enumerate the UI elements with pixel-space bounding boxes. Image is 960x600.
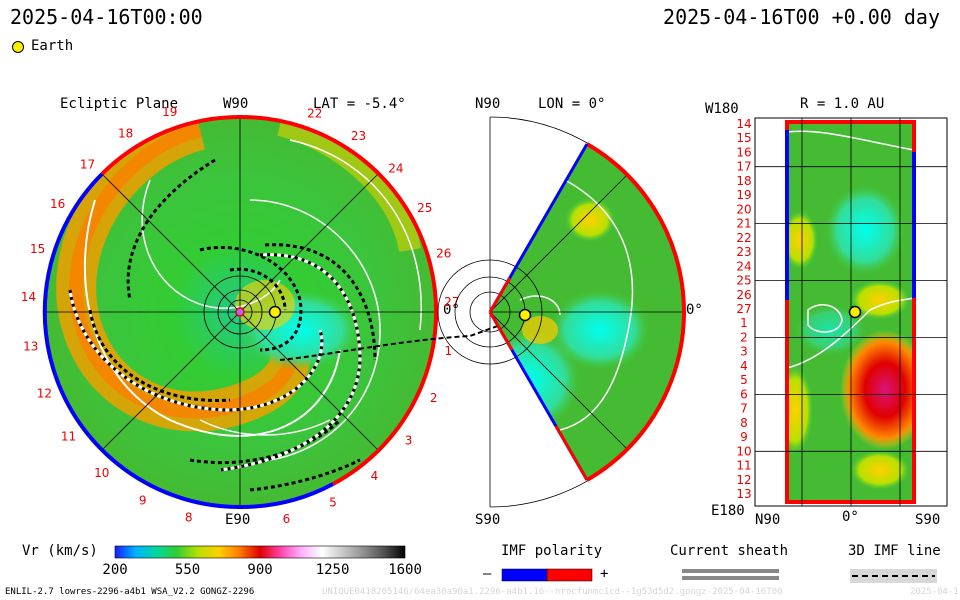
clock-label: 26 <box>436 247 451 261</box>
radial-row-label: 22 <box>736 231 751 245</box>
radial-row-label: 18 <box>736 174 751 188</box>
clock-label: 4 <box>371 469 379 483</box>
clock-label: 6 <box>283 512 291 526</box>
clock-label: 15 <box>30 242 45 256</box>
radial-row-label: 3 <box>740 345 748 359</box>
clock-label: 16 <box>50 197 65 211</box>
right-timestamp: 2025-04-16T00 +0.00 day <box>663 5 940 29</box>
clock-label: 27 <box>444 295 459 309</box>
imf-line-swatch <box>850 569 937 583</box>
radial-row-label: 10 <box>736 444 751 458</box>
left-timestamp: 2025-04-16T00:00 <box>10 5 203 29</box>
radial-map <box>754 117 948 507</box>
radial-row-label: 9 <box>740 430 748 444</box>
colorbar-tick-label: 1250 <box>315 562 350 578</box>
radial-row-label: 14 <box>736 117 751 131</box>
radial-r-label: R = 1.0 AU <box>800 96 885 112</box>
ecliptic-earth-marker <box>268 305 282 319</box>
clock-label: 17 <box>80 158 95 172</box>
radial-row-label: 20 <box>736 202 751 216</box>
radial-row-label: 12 <box>736 473 751 487</box>
radial-row-label: 16 <box>736 146 751 160</box>
footer-date: 2025-04-16 <box>910 587 958 597</box>
colorbar-tick-label: 1600 <box>388 562 422 578</box>
radial-row-label: 4 <box>740 359 748 373</box>
radial-bottom-label-s: S90 <box>915 512 941 528</box>
radial-row-label: 24 <box>736 259 751 273</box>
meridional-bottom-label: S90 <box>475 512 501 528</box>
radial-row-label: 11 <box>736 459 751 473</box>
radial-bottom-label-n: N90 <box>755 512 781 528</box>
radial-bottom-label-zero: 0° <box>842 509 859 525</box>
clock-label: 25 <box>417 201 432 215</box>
colorbar-tick-label: 550 <box>174 562 201 578</box>
imf-polarity-title: IMF polarity <box>501 543 603 559</box>
clock-label: 11 <box>61 430 76 444</box>
meridional-lon-label: LON = 0° <box>538 96 606 112</box>
ecliptic-disk <box>42 114 439 510</box>
imf-polarity-positive-swatch <box>546 568 593 582</box>
radial-row-label: 19 <box>736 188 751 202</box>
colorbar-tick-label: 200 <box>102 562 128 578</box>
radial-row-label: 6 <box>740 387 748 401</box>
clock-label: 22 <box>307 107 322 121</box>
ecliptic-title: Ecliptic Plane <box>60 96 179 112</box>
clock-label: 9 <box>139 493 147 507</box>
ecliptic-top-label: W90 <box>223 96 249 112</box>
radial-row-label: 17 <box>736 160 751 174</box>
radial-row-label: 15 <box>736 131 751 145</box>
radial-row-label: 13 <box>736 487 751 501</box>
clock-label: 18 <box>118 127 133 141</box>
radial-row-label: 8 <box>740 416 748 430</box>
clock-label: 1 <box>444 344 452 358</box>
clock-label: 2 <box>430 391 438 405</box>
radial-row-label: 27 <box>736 302 751 316</box>
radial-bottom-left-label: E180 <box>711 503 745 519</box>
radial-row-label: 5 <box>740 373 748 387</box>
clock-label: 13 <box>23 339 38 353</box>
imf-polarity-negative-swatch <box>501 568 548 582</box>
meridional-top-label: N90 <box>475 96 501 112</box>
imf-polarity-minus: – <box>483 566 492 582</box>
clock-label: 23 <box>351 129 366 143</box>
clock-label: 3 <box>405 434 413 448</box>
current-sheath-swatch <box>682 569 779 580</box>
radial-row-label: 25 <box>736 274 751 288</box>
imf-line-title: 3D IMF line <box>848 543 941 559</box>
colorbar-bar <box>114 545 406 559</box>
clock-label: 5 <box>329 496 337 510</box>
radial-row-label: 1 <box>740 316 748 330</box>
clock-label: 14 <box>21 290 36 304</box>
ecliptic-lat-label: LAT = -5.4° <box>313 96 406 112</box>
clock-label: 24 <box>388 161 403 175</box>
clock-label: 12 <box>37 387 52 401</box>
radial-earth-marker <box>848 305 862 319</box>
radial-row-label: 21 <box>736 217 751 231</box>
radial-row-label: 7 <box>740 402 748 416</box>
radial-row-label: 2 <box>740 331 748 345</box>
earth-legend-icon <box>12 41 24 53</box>
footer-run-id: UNIQUE0418205146/64ea30a90a1.2296-a4b1.1… <box>322 587 783 597</box>
meridional-earth-marker <box>518 308 532 322</box>
imf-connector-line <box>279 317 521 361</box>
clock-label: 8 <box>185 511 193 525</box>
footer-model: ENLIL-2.7 lowres-2296-a4b1 WSA_V2.2 GONG… <box>5 587 255 597</box>
ecliptic-bottom-label: E90 <box>225 512 251 528</box>
colorbar-title: Vr (km/s) <box>22 543 98 559</box>
clock-label: 19 <box>162 105 177 119</box>
meridional-right-label: 0° <box>686 302 703 318</box>
radial-row-label: 23 <box>736 245 751 259</box>
imf-polarity-plus: + <box>600 566 609 582</box>
current-sheath-title: Current sheath <box>670 543 789 559</box>
radial-row-label: 26 <box>736 288 751 302</box>
clock-label: 10 <box>94 466 109 480</box>
radial-row-labels: 1415161718192021222324252627123456789101… <box>736 117 751 501</box>
earth-legend-label: Earth <box>31 38 74 54</box>
radial-top-left-label: W180 <box>705 101 739 117</box>
colorbar-tick-label: 900 <box>247 562 273 578</box>
meridional-wedge <box>437 116 686 508</box>
